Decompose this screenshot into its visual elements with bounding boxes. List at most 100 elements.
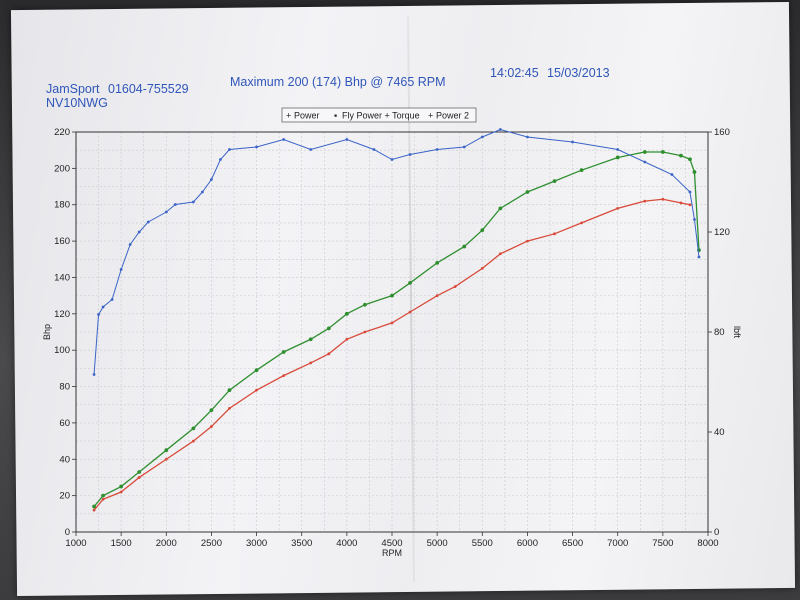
series-point-3	[345, 138, 349, 141]
series-point-2	[227, 388, 232, 393]
series-point-2	[281, 350, 286, 354]
series-line-3	[93, 128, 700, 375]
y2-tick-label: 120	[714, 227, 730, 238]
legend-item-1: Power	[294, 111, 320, 121]
x-tick-label: 4500	[381, 538, 402, 549]
series-point-1	[688, 203, 692, 207]
series-point-3	[526, 135, 529, 139]
series-point-3	[210, 178, 213, 181]
series-point-2	[164, 448, 169, 453]
series-point-1	[255, 388, 258, 392]
series-point-3	[480, 135, 484, 139]
y-axis-label: Bhp	[42, 324, 52, 340]
x-tick-label: 5000	[427, 538, 448, 549]
series-point-3	[119, 268, 123, 271]
series-point-2	[435, 261, 440, 265]
x-tick-label: 7000	[607, 538, 628, 549]
series-point-1	[661, 197, 665, 201]
y-tick-label: 80	[59, 382, 70, 393]
series-point-1	[643, 199, 647, 203]
vehicle-registration: NV10NWG	[46, 96, 108, 110]
series-point-3	[173, 203, 177, 206]
x-tick-label: 2500	[201, 538, 222, 549]
series-point-3	[688, 190, 692, 194]
series-point-3	[164, 210, 168, 214]
x-tick-label: 3500	[291, 538, 312, 549]
y2-tick-label: 80	[714, 327, 725, 338]
series-point-3	[616, 148, 620, 151]
series-point-2	[615, 155, 620, 160]
series-point-3	[191, 200, 195, 204]
max-power-title: Maximum 200 (174) Bhp @ 7465 RPM	[230, 75, 446, 89]
series-point-2	[191, 426, 196, 431]
x-tick-label: 6000	[517, 538, 538, 549]
series-point-3	[146, 220, 150, 224]
series-point-2	[525, 190, 530, 194]
series-point-3	[408, 153, 412, 156]
legend-item-2: Fly Power + Torque	[342, 111, 420, 121]
series-point-3	[219, 158, 222, 161]
series-point-1	[309, 361, 313, 365]
series-point-3	[670, 173, 674, 176]
series-point-3	[92, 373, 96, 376]
series-point-1	[453, 285, 457, 288]
series-line-1	[93, 198, 691, 511]
x-tick-label: 8000	[697, 538, 718, 549]
series-point-2	[642, 150, 647, 154]
y-tick-label: 180	[54, 200, 70, 211]
series-point-3	[571, 140, 574, 144]
series-point-2	[101, 493, 105, 498]
y2-tick-label: 160	[714, 127, 730, 138]
legend-marker-1: +	[286, 111, 291, 121]
series-point-1	[435, 294, 439, 298]
y-tick-label: 120	[54, 309, 70, 320]
run-date: 15/03/2013	[547, 66, 610, 80]
y2-axis-label: lbft	[732, 326, 742, 339]
series-point-1	[526, 239, 529, 243]
series-point-2	[498, 206, 503, 211]
series-point-3	[282, 138, 286, 141]
legend: + Power ▪ Fly Power + Torque + Power 2	[281, 107, 477, 123]
series-point-2	[390, 293, 394, 298]
x-tick-label: 2000	[156, 538, 177, 549]
series-point-1	[327, 352, 331, 356]
grid	[75, 131, 709, 533]
series-point-1	[480, 266, 484, 270]
x-tick-label: 1500	[111, 538, 132, 549]
series-point-2	[579, 168, 584, 173]
series-point-2	[119, 484, 124, 489]
series-point-1	[137, 476, 141, 479]
run-time: 14:02:45	[490, 66, 539, 80]
series-point-3	[390, 158, 394, 161]
series-point-2	[408, 281, 412, 285]
y-tick-label: 100	[54, 345, 70, 356]
series-point-1	[119, 490, 123, 494]
series-point-2	[552, 179, 557, 183]
x-tick-label: 1000	[65, 538, 86, 549]
y-tick-label: 160	[54, 236, 70, 247]
series-point-3	[101, 305, 105, 309]
series-point-1	[210, 425, 213, 428]
series-point-2	[344, 311, 349, 316]
series-point-3	[498, 128, 502, 131]
series-point-2	[462, 244, 467, 249]
x-tick-label: 6500	[562, 538, 583, 549]
y-tick-label: 40	[59, 454, 70, 465]
phone-number: 01604-755529	[108, 82, 189, 96]
x-tick-label: 4000	[336, 538, 357, 549]
x-tick-label: 7500	[652, 538, 673, 549]
series-point-3	[435, 148, 439, 151]
series-point-1	[92, 508, 96, 512]
series-point-2	[660, 150, 665, 154]
series-point-3	[110, 298, 114, 301]
series-point-2	[137, 470, 142, 474]
x-tick-label: 3000	[246, 538, 267, 549]
y-tick-label: 220	[54, 127, 70, 138]
series-point-3	[372, 148, 376, 151]
series-point-2	[363, 302, 367, 307]
series-point-1	[363, 330, 367, 334]
series-point-3	[128, 243, 132, 246]
series-point-3	[97, 313, 100, 316]
series-point-1	[498, 252, 502, 256]
